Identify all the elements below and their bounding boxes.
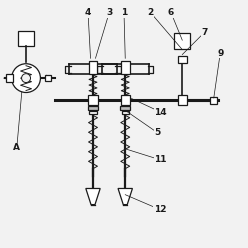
Bar <box>89 111 97 114</box>
Bar <box>210 97 217 104</box>
Bar <box>120 106 130 110</box>
Text: A: A <box>13 143 20 152</box>
Bar <box>174 33 190 49</box>
Bar <box>18 31 34 46</box>
Circle shape <box>12 64 40 93</box>
Bar <box>122 111 129 114</box>
Text: 2: 2 <box>148 8 154 17</box>
Bar <box>178 56 187 63</box>
Text: 12: 12 <box>154 205 166 214</box>
Text: 1: 1 <box>121 8 127 17</box>
Text: 9: 9 <box>217 49 223 58</box>
Bar <box>45 75 51 81</box>
Text: 14: 14 <box>155 108 167 117</box>
Polygon shape <box>86 188 100 205</box>
Bar <box>89 61 97 74</box>
Bar <box>121 61 129 74</box>
Polygon shape <box>118 188 132 205</box>
Text: 3: 3 <box>106 8 112 17</box>
Text: 4: 4 <box>85 8 91 17</box>
Text: 11: 11 <box>155 155 167 164</box>
Circle shape <box>22 74 31 83</box>
Text: 7: 7 <box>201 28 208 37</box>
Text: 6: 6 <box>168 8 174 17</box>
Bar <box>88 106 98 110</box>
Text: 5: 5 <box>154 128 161 137</box>
Bar <box>88 95 98 105</box>
Bar <box>121 95 130 105</box>
Bar <box>6 74 13 82</box>
Bar <box>178 95 187 105</box>
